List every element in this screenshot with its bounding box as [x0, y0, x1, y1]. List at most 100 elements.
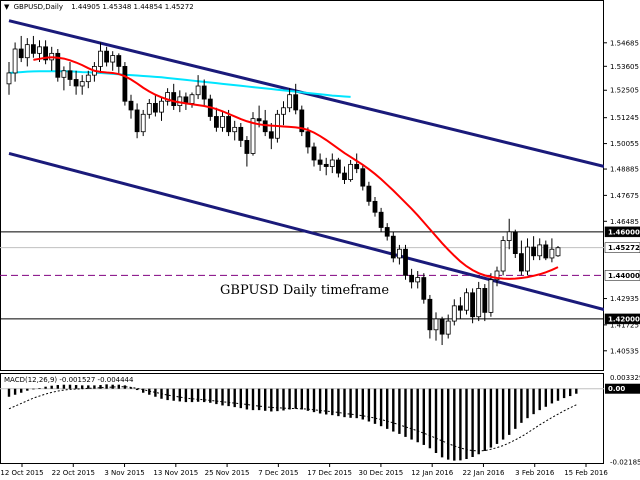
- candle: [470, 288, 476, 324]
- candle: [43, 40, 48, 65]
- candle-body: [43, 46, 48, 61]
- candle: [519, 240, 524, 276]
- candle: [79, 75, 85, 95]
- price-tick-label: 1.41725: [610, 321, 639, 329]
- candle-body: [12, 48, 18, 74]
- candle: [445, 314, 451, 339]
- candle-body: [30, 44, 36, 54]
- candle: [250, 112, 256, 156]
- macd-plot-area: [0, 384, 604, 461]
- macd-title: MACD(12,26,9) -0.001527 -0.004444: [4, 376, 134, 384]
- candle: [152, 94, 158, 117]
- candle-body: [415, 277, 421, 283]
- candle: [451, 299, 457, 326]
- candle-body: [61, 70, 67, 78]
- candle-body: [488, 279, 494, 313]
- candle-body: [378, 211, 384, 228]
- candle-body: [256, 118, 262, 122]
- candle: [494, 266, 500, 287]
- price-tick-label: 1.40535: [610, 347, 639, 355]
- candle-body: [409, 274, 415, 283]
- candle-body: [457, 305, 463, 311]
- candle-body: [67, 70, 73, 80]
- candle-body: [482, 288, 488, 313]
- candle: [476, 281, 482, 322]
- candle-body: [238, 126, 244, 141]
- candle: [335, 157, 341, 178]
- price-tick-label: 1.48885: [610, 166, 639, 174]
- candle-body: [329, 159, 335, 167]
- candle-body: [146, 103, 152, 115]
- candle-body: [384, 227, 390, 237]
- candle-body: [171, 92, 177, 106]
- candle-body: [250, 118, 256, 154]
- candle-body: [140, 113, 146, 133]
- candle: [305, 127, 311, 154]
- candle-body: [6, 72, 12, 85]
- date-tick-label: 3 Nov 2015: [104, 469, 144, 477]
- candle-body: [305, 131, 311, 148]
- macd-zero-label: 0.00: [608, 385, 625, 393]
- candle-body: [201, 85, 207, 100]
- chart-title: GBPUSD,Daily: [14, 3, 63, 11]
- candle: [213, 107, 219, 132]
- candle: [378, 207, 384, 232]
- price-tick-label: 1.47675: [610, 192, 639, 200]
- candle-body: [299, 109, 305, 133]
- candle-body: [213, 116, 219, 128]
- candle: [287, 88, 293, 113]
- candle: [360, 164, 366, 191]
- ohlc-header: 1.44905 1.45348 1.44854 1.45272: [71, 3, 193, 11]
- candle-body: [104, 50, 109, 63]
- candle: [311, 142, 317, 167]
- candle-body: [470, 292, 476, 318]
- price-tick-label: 1.50055: [610, 140, 639, 148]
- candle-body: [439, 318, 445, 335]
- candle: [409, 268, 415, 289]
- candle: [201, 79, 207, 106]
- candle-body: [445, 320, 451, 335]
- candle: [342, 166, 347, 184]
- candle-body: [323, 163, 329, 167]
- candle-body: [116, 55, 122, 67]
- candle-body: [421, 277, 427, 300]
- candle: [146, 99, 152, 119]
- candle-body: [189, 94, 195, 104]
- candle: [457, 297, 463, 319]
- level-label-box: [604, 226, 640, 238]
- candle-body: [372, 200, 378, 213]
- current-price-label: 1.45272: [608, 244, 640, 252]
- candle-body: [494, 270, 500, 281]
- candle: [317, 153, 323, 171]
- price-tick-label: 1.54685: [610, 39, 639, 47]
- candle: [98, 42, 103, 73]
- candle-body: [55, 52, 61, 78]
- candle-body: [390, 235, 396, 259]
- candle: [299, 105, 305, 137]
- candle-body: [403, 248, 408, 276]
- candle-body: [195, 85, 201, 96]
- candle: [433, 312, 439, 341]
- candle: [18, 35, 24, 63]
- candle: [531, 236, 536, 261]
- price-tick-label: 1.42935: [610, 295, 639, 303]
- candle-body: [500, 240, 506, 272]
- channel-line-1: [8, 152, 604, 312]
- main-pane-frame: [0, 0, 604, 371]
- level-label: 1.42000: [608, 315, 640, 323]
- candle: [110, 51, 116, 71]
- candle: [323, 157, 329, 176]
- symbol-triangle-icon: ▼: [4, 3, 10, 11]
- candle-body: [506, 231, 512, 241]
- price-tick-label: 1.53605: [610, 63, 639, 71]
- macd-signal-line: [8, 386, 577, 452]
- candle: [525, 238, 530, 276]
- candle-body: [134, 109, 140, 133]
- candle-body: [348, 163, 354, 180]
- candle-body: [159, 100, 164, 113]
- candle-body: [244, 140, 250, 154]
- candle-body: [98, 50, 103, 67]
- candle: [262, 109, 268, 137]
- candle: [159, 96, 164, 121]
- date-tick-label: 25 Nov 2015: [205, 469, 250, 477]
